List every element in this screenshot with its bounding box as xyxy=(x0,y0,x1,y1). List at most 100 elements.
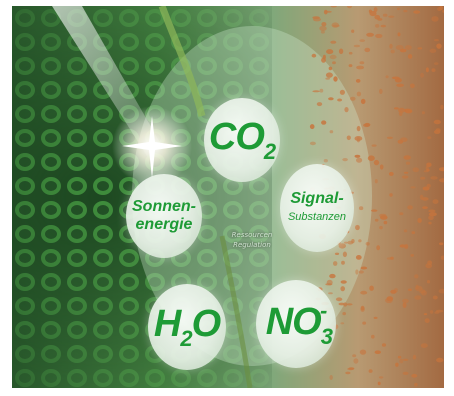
pollen-particle xyxy=(353,44,361,48)
pollen-particle xyxy=(339,89,345,95)
pollen-particle xyxy=(419,289,426,294)
pollen-particle xyxy=(373,316,378,319)
pollen-particle xyxy=(330,6,337,8)
pollen-particle xyxy=(414,382,418,387)
pollen-particle xyxy=(342,158,348,162)
diagram-frame: CO2 Sonnen- energie Signal- Substanzen H… xyxy=(12,6,444,388)
signal-line2: Substanzen xyxy=(287,211,347,223)
pollen-particle xyxy=(401,175,409,179)
pollen-particle xyxy=(420,176,426,180)
pollen-particle xyxy=(360,306,365,312)
pollen-particle xyxy=(364,47,371,53)
co2-formula: CO2 xyxy=(209,118,276,163)
no3-superscript: - xyxy=(319,298,327,323)
pollen-particle xyxy=(356,65,365,70)
pollen-particle xyxy=(407,54,413,59)
pollen-particle xyxy=(322,54,326,60)
pollen-particle xyxy=(420,72,424,78)
pollen-particle xyxy=(379,164,384,170)
sonnenenergie-line1: Sonnen- xyxy=(132,198,196,215)
pollen-particle xyxy=(365,242,370,246)
pollen-particle xyxy=(355,79,361,83)
pollen-particle xyxy=(353,358,359,364)
pollen-particle xyxy=(378,376,384,379)
pollen-particle xyxy=(405,161,411,165)
pollen-particle xyxy=(344,241,348,244)
pollen-particle xyxy=(389,43,393,49)
pollen-particle xyxy=(422,206,428,210)
pollen-particle xyxy=(429,48,437,53)
co2-node: CO2 xyxy=(204,98,280,182)
pollen-particle xyxy=(334,252,340,255)
pollen-particle xyxy=(329,54,337,60)
pollen-particle xyxy=(431,68,436,72)
pollen-particle xyxy=(410,254,415,257)
pollen-particle xyxy=(395,45,404,50)
pollen-particle xyxy=(332,61,336,65)
pollen-particle xyxy=(344,107,349,113)
pollen-particle xyxy=(367,155,375,161)
sonnenenergie-node: Sonnen- energie xyxy=(126,174,202,258)
pollen-particle xyxy=(342,312,347,316)
pollen-particle xyxy=(325,72,333,78)
pollen-particle xyxy=(383,220,388,225)
pollen-particle xyxy=(438,288,444,294)
sonnenenergie-line2: energie xyxy=(135,216,193,233)
pollen-particle xyxy=(399,212,404,216)
pollen-particle xyxy=(428,215,434,221)
pollen-particle xyxy=(325,77,331,80)
pollen-particle xyxy=(331,22,340,28)
pollen-particle xyxy=(360,266,368,270)
pollen-particle xyxy=(374,350,381,355)
pollen-particle xyxy=(439,167,444,172)
pollen-particle xyxy=(405,45,412,50)
pollen-particle xyxy=(397,355,402,359)
pollen-particle xyxy=(396,83,404,88)
pollen-particle xyxy=(309,141,316,146)
pollen-particle xyxy=(397,32,401,37)
pollen-particle xyxy=(380,24,386,28)
pollen-particle xyxy=(359,61,365,65)
pollen-particle xyxy=(417,47,423,50)
pollen-particle xyxy=(340,286,346,292)
pollen-particle xyxy=(410,186,416,189)
pollen-particle xyxy=(358,239,362,243)
pollen-particle xyxy=(369,285,374,291)
no3-base: NO xyxy=(265,301,322,343)
pollen-particle xyxy=(421,290,427,296)
pollen-particle xyxy=(326,279,333,286)
pollen-particle xyxy=(380,215,388,220)
pollen-particle xyxy=(342,251,347,258)
pollen-particle xyxy=(419,194,424,200)
pollen-particle xyxy=(323,9,328,15)
pollen-particle xyxy=(347,240,354,245)
pollen-particle xyxy=(410,83,415,89)
pollen-particle xyxy=(356,91,362,97)
pollen-particle xyxy=(411,231,416,235)
pollen-particle xyxy=(340,280,347,284)
no3-formula: NO3- xyxy=(265,298,333,348)
no3-subscript: 3 xyxy=(320,324,333,349)
pollen-particle xyxy=(412,354,417,360)
pollen-particle xyxy=(390,49,395,54)
pollen-particle xyxy=(316,102,323,107)
pollen-particle xyxy=(420,343,428,348)
h2o-node: H2O xyxy=(148,284,226,370)
pollen-particle xyxy=(408,288,412,292)
pollen-particle xyxy=(312,90,320,93)
pollen-particle xyxy=(427,136,432,140)
h2o-formula: H2O xyxy=(154,305,221,351)
pollen-particle xyxy=(434,39,439,42)
pollen-particle xyxy=(360,290,368,295)
pollen-particle xyxy=(319,25,327,32)
pollen-particle xyxy=(403,171,409,174)
pollen-particle xyxy=(376,245,381,251)
pollen-particle xyxy=(375,24,380,28)
pollen-particle xyxy=(398,107,406,113)
signal-substanzen-label: Signal- Substanzen xyxy=(288,190,346,226)
pollen-particle xyxy=(403,155,411,160)
pollen-particle xyxy=(368,369,373,373)
pollen-particle xyxy=(399,48,407,53)
center-label: Ressourcen Regulation xyxy=(216,230,288,250)
h2o-subscript: 2 xyxy=(180,325,192,351)
